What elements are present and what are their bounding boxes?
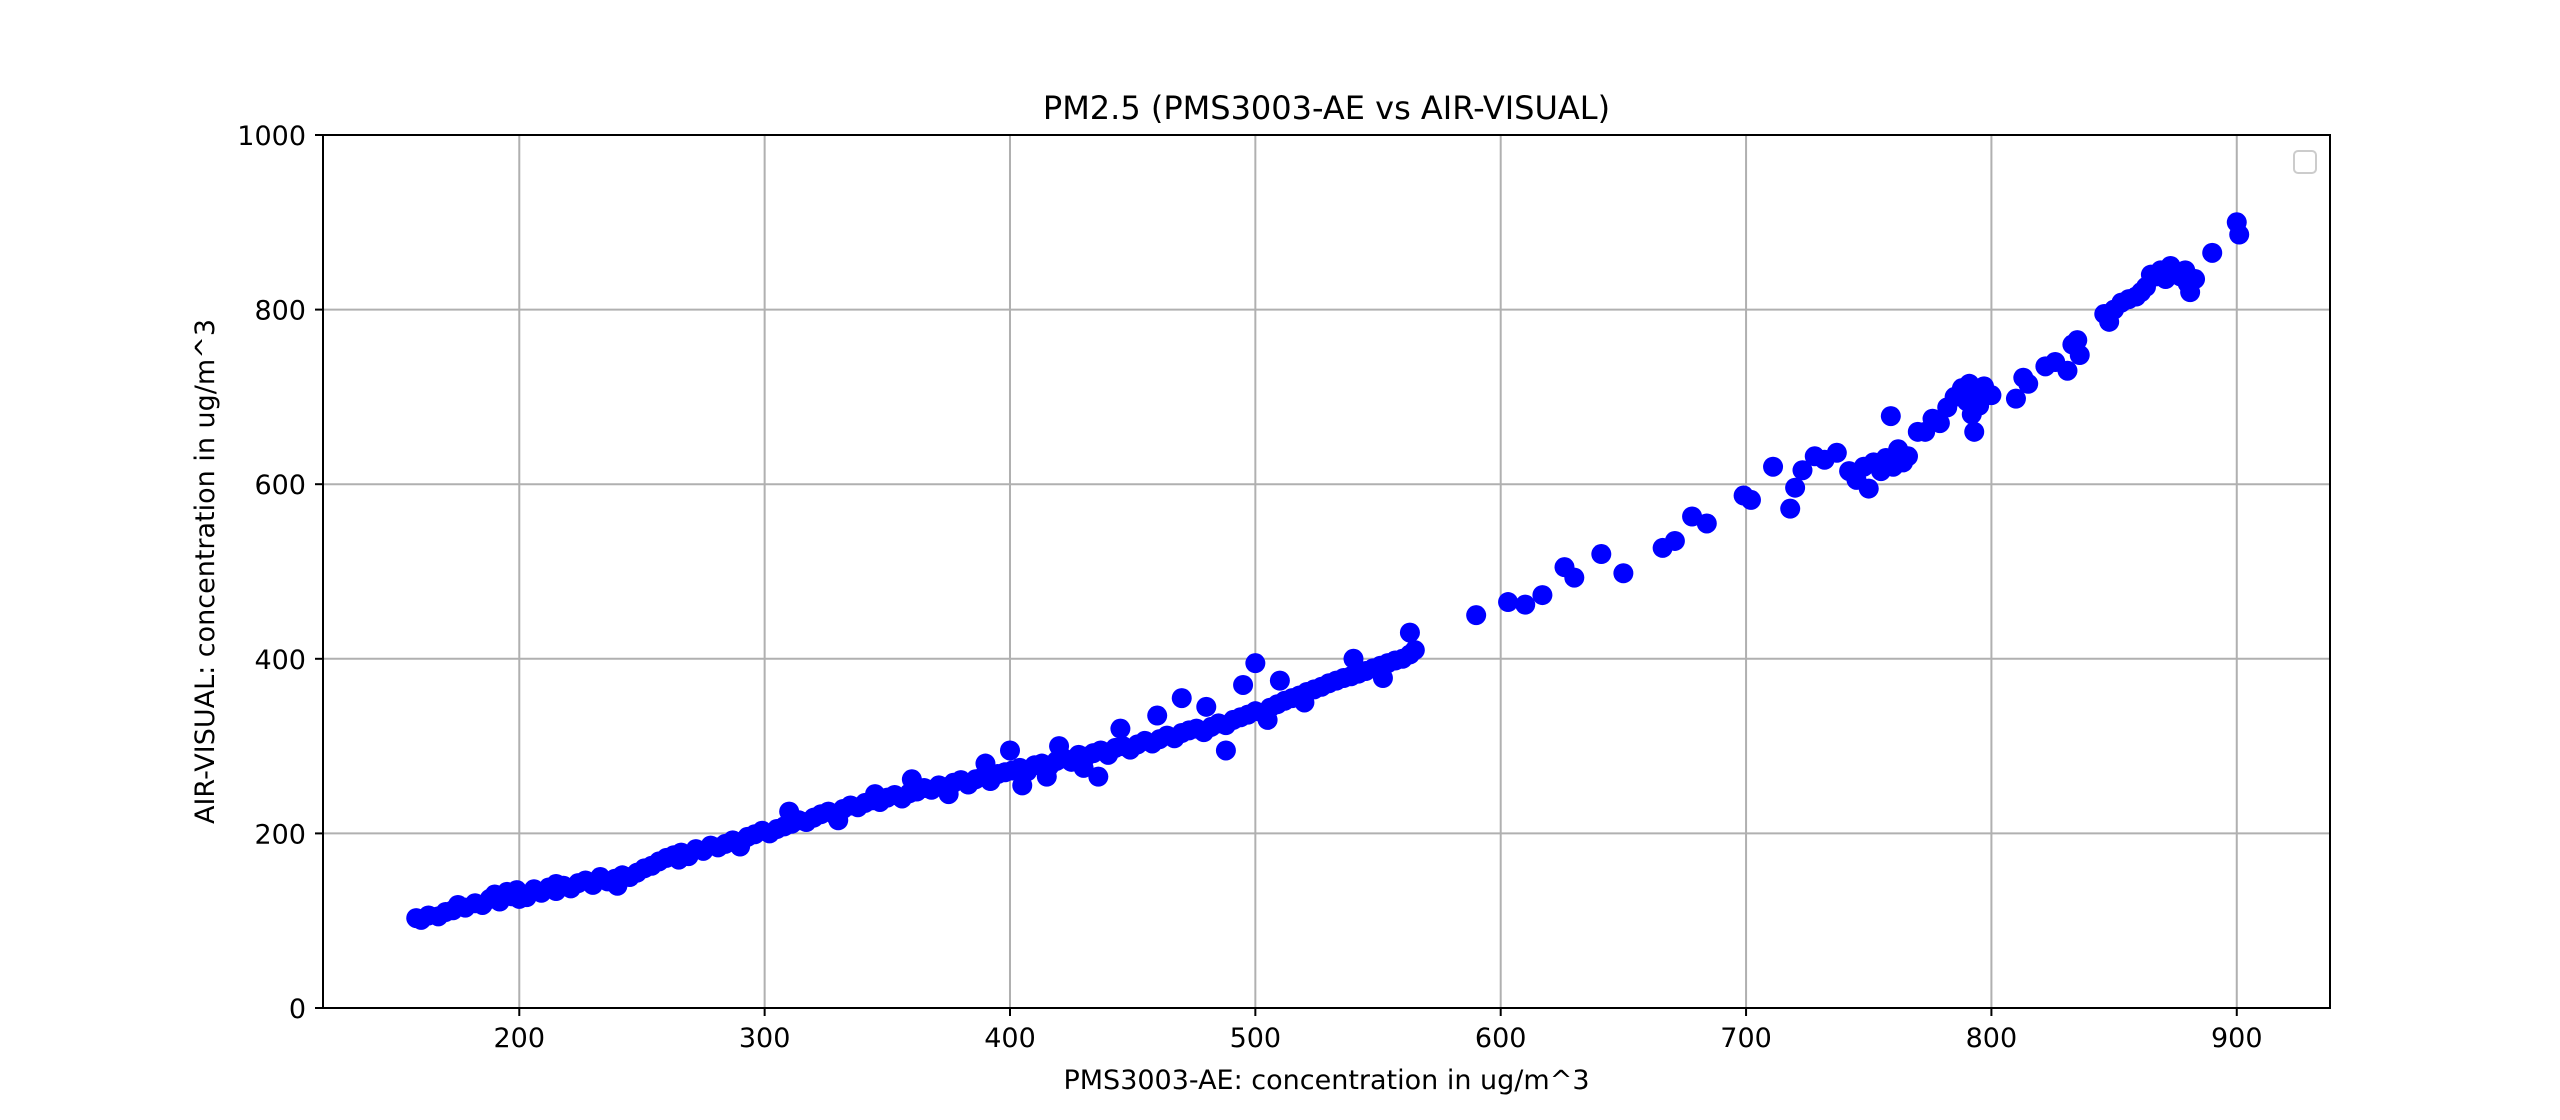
scatter-point: [779, 801, 800, 822]
y-tick-label: 0: [289, 994, 306, 1025]
scatter-point: [668, 849, 689, 870]
y-tick-label: 600: [254, 470, 306, 501]
scatter-point: [1088, 766, 1109, 787]
scatter-point: [2067, 330, 2088, 351]
scatter-point: [1664, 530, 1685, 551]
scatter-point: [1696, 513, 1717, 534]
y-axis-ticks: 0 200 400 600 800 1000: [237, 121, 323, 1025]
x-axis-label: PMS3003-AE: concentration in ug/m^3: [1063, 1065, 1589, 1096]
scatter-point: [1763, 456, 1784, 477]
scatter-point: [607, 875, 628, 896]
scatter-point: [828, 810, 849, 831]
scatter-point: [1897, 446, 1918, 467]
scatter-point: [1964, 421, 1985, 442]
chart-title: PM2.5 (PMS3003-AE vs AIR-VISUAL): [1043, 89, 1610, 127]
scatter-point: [2057, 360, 2078, 381]
scatter-point: [1785, 477, 1806, 498]
y-tick-label: 1000: [237, 121, 306, 152]
scatter-point: [1858, 478, 1879, 499]
scatter-point: [1792, 460, 1813, 481]
scatter-point: [1399, 622, 1420, 643]
x-tick-label: 500: [1230, 1023, 1282, 1054]
scatter-point: [938, 784, 959, 805]
scatter-point: [1049, 736, 1070, 757]
scatter-point: [1171, 688, 1192, 709]
scatter-point: [1269, 670, 1290, 691]
scatter-point: [1591, 544, 1612, 565]
scatter-point: [975, 753, 996, 774]
legend-box: [2293, 150, 2317, 174]
scatter-point: [1880, 406, 1901, 427]
y-tick-label: 400: [254, 645, 306, 676]
scatter-point: [2229, 224, 2250, 245]
scatter-point: [1981, 385, 2002, 406]
scatter-point: [1564, 567, 1585, 588]
scatter-point: [1404, 640, 1425, 661]
x-tick-label: 900: [2211, 1023, 2263, 1054]
scatter-point: [1196, 696, 1217, 717]
scatter-point: [1012, 775, 1033, 796]
scatter-point: [1826, 442, 1847, 463]
scatter-point: [1613, 563, 1634, 584]
scatter-point: [1466, 605, 1487, 626]
x-tick-label: 400: [984, 1023, 1036, 1054]
scatter-point: [901, 769, 922, 790]
scatter-point: [999, 740, 1020, 761]
data-points: [406, 212, 2250, 930]
scatter-point: [1372, 668, 1393, 689]
scatter-point: [509, 888, 530, 909]
scatter-point: [1215, 740, 1236, 761]
scatter-point: [1498, 592, 1519, 613]
scatter-point: [865, 784, 886, 805]
scatter-point: [1110, 718, 1131, 739]
scatter-point: [1036, 766, 1057, 787]
y-tick-label: 800: [254, 296, 306, 327]
scatter-point: [1257, 709, 1278, 730]
scatter-point: [1343, 648, 1364, 669]
x-tick-label: 200: [494, 1023, 546, 1054]
scatter-point: [546, 874, 567, 895]
scatter-point: [1532, 585, 1553, 606]
x-tick-label: 300: [739, 1023, 791, 1054]
x-tick-label: 800: [1966, 1023, 2018, 1054]
x-axis-ticks: 200 300 400 500 600 700 800 900: [494, 1008, 2263, 1054]
scatter-point: [2202, 242, 2223, 263]
scatter-point: [2005, 388, 2026, 409]
scatter-point: [2185, 269, 2206, 290]
x-tick-label: 600: [1475, 1023, 1527, 1054]
scatter-point: [1245, 653, 1266, 674]
x-tick-label: 700: [1720, 1023, 1772, 1054]
y-axis-label: AIR-VISUAL: concentration in ug/m^3: [190, 319, 221, 824]
scatter-point: [1147, 705, 1168, 726]
scatter-point: [1929, 413, 1950, 434]
scatter-point: [1780, 498, 1801, 519]
plot-frame: [322, 134, 2331, 1009]
scatter-point: [1233, 674, 1254, 695]
scatter-point: [1294, 692, 1315, 713]
y-tick-label: 200: [254, 819, 306, 850]
scatter-point: [1515, 594, 1536, 615]
scatter-point: [2069, 344, 2090, 365]
scatter-point: [1073, 757, 1094, 778]
scatter-point: [730, 836, 751, 857]
grid: [323, 135, 2330, 1008]
scatter-point: [1740, 489, 1761, 510]
scatter-point: [2018, 373, 2039, 394]
